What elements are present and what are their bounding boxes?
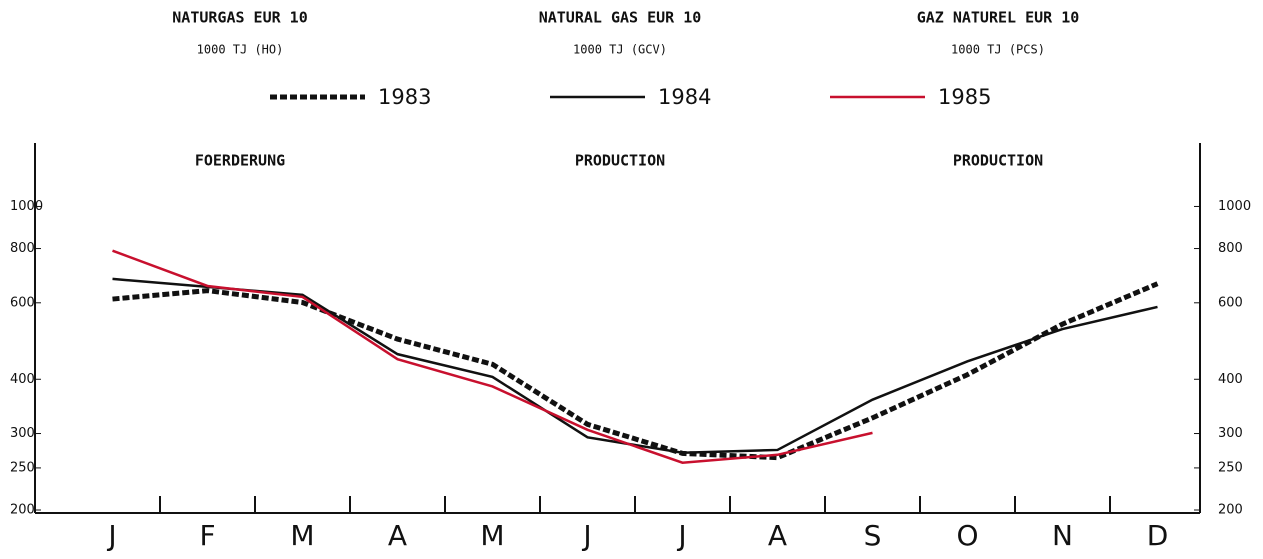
series-line bbox=[112, 281, 1159, 461]
y2-tick-label: 600 bbox=[1218, 295, 1243, 310]
legend-label: 1983 bbox=[378, 85, 431, 109]
x-tick-label: M bbox=[290, 519, 314, 552]
section-label: FOERDERUNG bbox=[195, 152, 285, 170]
y-tick-label: 1000 bbox=[10, 199, 43, 214]
y-tick-label: 400 bbox=[10, 372, 35, 387]
y-tick-label: 300 bbox=[10, 426, 35, 441]
y2-tick-label: 800 bbox=[1218, 241, 1243, 256]
title: NATURGAS EUR 10 bbox=[172, 9, 307, 27]
y2-tick-label: 300 bbox=[1218, 426, 1243, 441]
subtitle: 1000 TJ (PCS) bbox=[951, 43, 1045, 57]
x-tick-label: S bbox=[864, 519, 882, 552]
y2-tick-label: 1000 bbox=[1218, 199, 1251, 214]
y2-tick-label: 250 bbox=[1218, 460, 1243, 475]
legend-label: 1984 bbox=[658, 85, 711, 109]
series-line bbox=[112, 277, 1158, 454]
x-tick-label: F bbox=[199, 519, 215, 552]
series-line bbox=[112, 249, 873, 464]
x-tick-label: A bbox=[388, 519, 407, 552]
y2-tick-label: 400 bbox=[1218, 372, 1243, 387]
section-label: PRODUCTION bbox=[953, 152, 1043, 170]
title: GAZ NATUREL EUR 10 bbox=[917, 9, 1080, 27]
subtitle: 1000 TJ (HO) bbox=[197, 43, 284, 57]
x-tick-label: A bbox=[768, 519, 787, 552]
y-tick-label: 250 bbox=[10, 460, 35, 475]
x-tick-label: N bbox=[1052, 519, 1073, 552]
x-tick-label: J bbox=[676, 519, 686, 552]
x-tick-label: J bbox=[106, 519, 116, 552]
title: NATURAL GAS EUR 10 bbox=[539, 9, 702, 27]
x-tick-label: M bbox=[480, 519, 504, 552]
x-tick-label: O bbox=[956, 519, 978, 552]
x-tick-label: D bbox=[1147, 519, 1169, 552]
y-tick-label: 600 bbox=[10, 295, 35, 310]
y-tick-label: 200 bbox=[10, 503, 35, 518]
x-tick-label: J bbox=[581, 519, 591, 552]
subtitle: 1000 TJ (GCV) bbox=[573, 43, 667, 57]
section-label: PRODUCTION bbox=[575, 152, 665, 170]
y-tick-label: 800 bbox=[10, 241, 35, 256]
legend-label: 1985 bbox=[938, 85, 991, 109]
y2-tick-label: 200 bbox=[1218, 503, 1243, 518]
